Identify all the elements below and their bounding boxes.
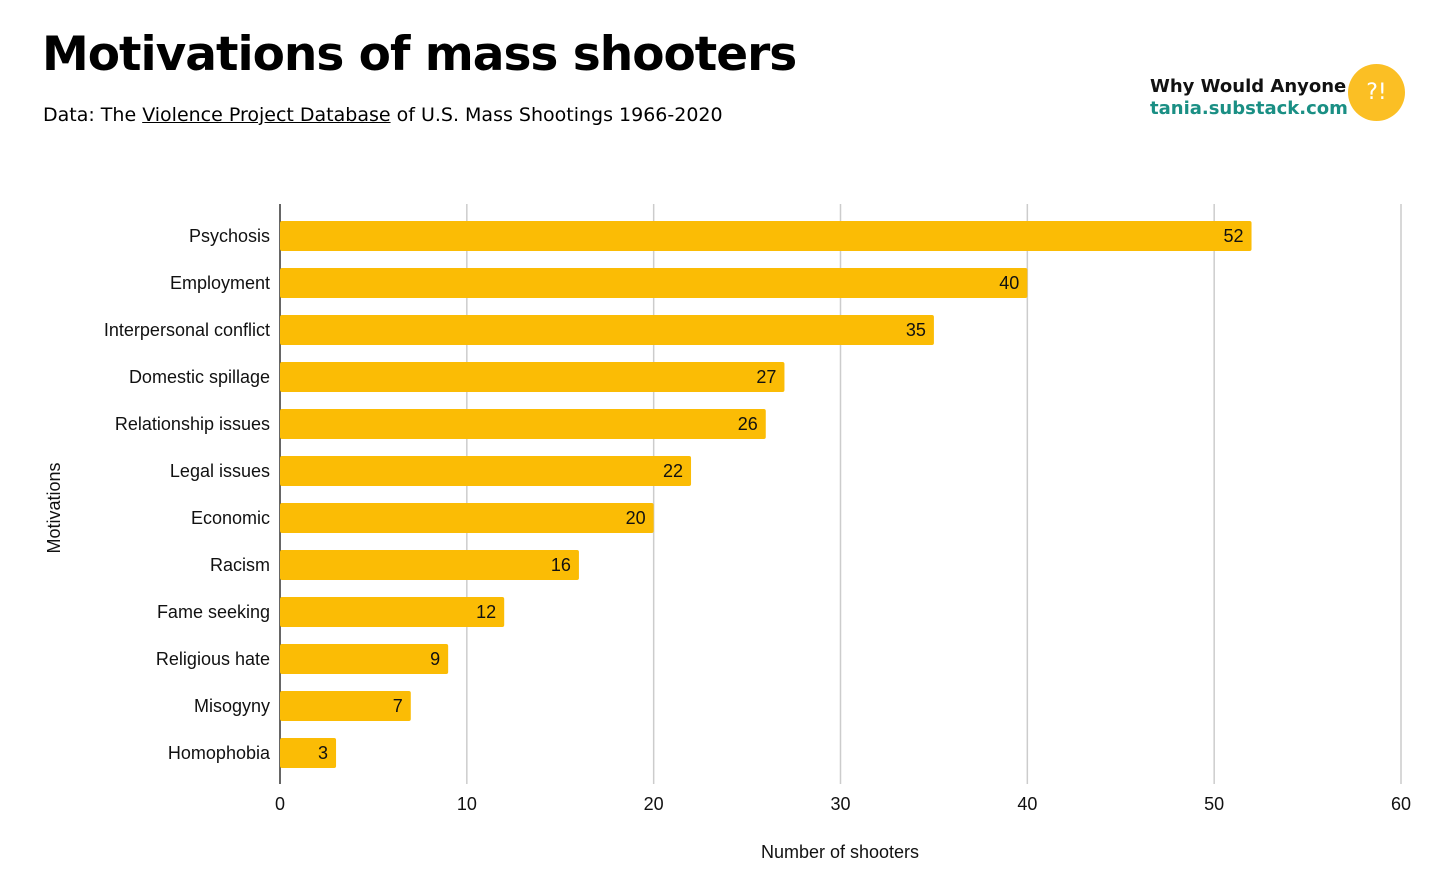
bar-relationship-issues <box>280 409 766 439</box>
category-label: Interpersonal conflict <box>104 320 270 340</box>
category-label: Religious hate <box>156 649 270 669</box>
x-tick-label: 0 <box>275 794 285 814</box>
category-label: Economic <box>191 508 270 528</box>
category-label: Homophobia <box>168 743 271 763</box>
bar-racism <box>280 550 579 580</box>
y-axis-title: Motivations <box>44 462 64 553</box>
brand-badge-text: ?! <box>1366 80 1387 105</box>
bars <box>280 221 1252 768</box>
data-label: 27 <box>756 367 776 387</box>
bar-homophobia <box>280 738 337 768</box>
bar-interpersonal-conflict <box>280 315 934 345</box>
x-tick-label: 10 <box>457 794 477 814</box>
category-label: Domestic spillage <box>129 367 270 387</box>
bar-religious-hate <box>280 644 449 674</box>
category-label: Racism <box>210 555 270 575</box>
subtitle-prefix: Data: The <box>43 104 143 126</box>
x-tick-label: 40 <box>1017 794 1037 814</box>
data-label: 20 <box>626 508 646 528</box>
brand-badge-icon: ?! <box>1348 64 1405 121</box>
grid-lines <box>279 204 1402 784</box>
data-label: 35 <box>906 320 926 340</box>
chart-title: Motivations of mass shooters <box>42 27 797 82</box>
category-label: Psychosis <box>189 226 270 246</box>
x-tick-label: 20 <box>644 794 664 814</box>
x-tick-label: 50 <box>1204 794 1224 814</box>
bar-misogyny <box>280 691 411 721</box>
bar-fame-seeking <box>280 597 505 627</box>
bar-legal-issues <box>280 456 692 486</box>
data-label: 52 <box>1224 226 1244 246</box>
category-label: Legal issues <box>170 461 270 481</box>
brand-name: Why Would Anyone <box>1150 76 1347 97</box>
subtitle-suffix: of U.S. Mass Shootings 1966-2020 <box>390 104 723 126</box>
x-tick-label: 60 <box>1391 794 1411 814</box>
x-axis-title: Number of shooters <box>761 842 919 862</box>
data-label: 7 <box>393 696 403 716</box>
category-label: Fame seeking <box>157 602 270 622</box>
data-label: 12 <box>476 602 496 622</box>
category-label: Employment <box>170 273 270 293</box>
bar-employment <box>280 268 1028 298</box>
data-label: 40 <box>999 273 1019 293</box>
chart-subtitle: Data: The Violence Project Database of U… <box>43 104 723 126</box>
data-label: 9 <box>430 649 440 669</box>
category-label: Misogyny <box>194 696 270 716</box>
bar-psychosis <box>280 221 1252 251</box>
database-link[interactable]: Violence Project Database <box>142 104 391 126</box>
x-tick-label: 30 <box>830 794 850 814</box>
bar-economic <box>280 503 654 533</box>
data-label: 26 <box>738 414 758 434</box>
data-label: 22 <box>663 461 683 481</box>
brand-block: Why Would Anyone tania.substack.com <box>1150 76 1348 119</box>
bar-domestic-spillage <box>280 362 785 392</box>
category-label: Relationship issues <box>115 414 270 434</box>
labels: 0 10 20 30 40 50 60 Psychosis 52 Employment 40 Inte… <box>104 226 1411 814</box>
data-label: 3 <box>318 743 328 763</box>
data-label: 16 <box>551 555 571 575</box>
brand-url-link[interactable]: tania.substack.com <box>1150 97 1348 119</box>
